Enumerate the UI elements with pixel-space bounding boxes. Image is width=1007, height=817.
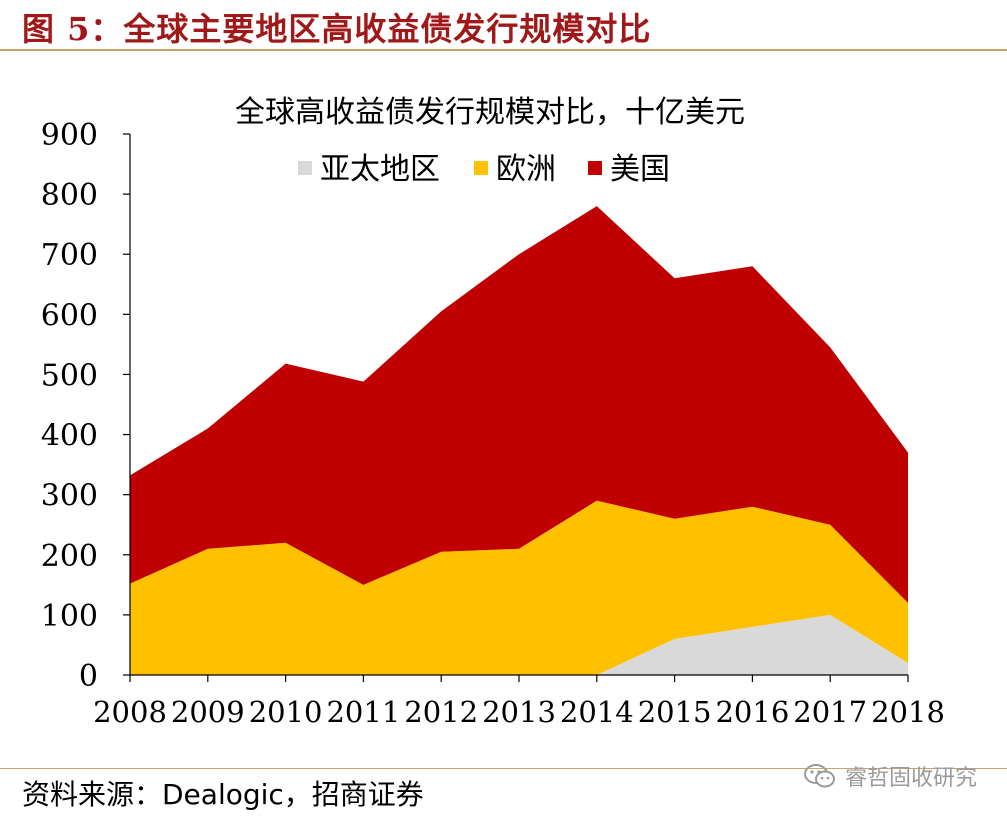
stacked-area-chart: 全球高收益债发行规模对比，十亿美元 0 100 200 300 400 500 600 700… — [41, 95, 945, 729]
legend-swatch-2 — [588, 161, 602, 175]
x-tick-label: 2015 — [638, 695, 712, 729]
source-note: 资料来源：Dealogic，招商证券 — [22, 778, 424, 811]
legend-label-2: 美国 — [610, 152, 670, 187]
x-tick-label: 2017 — [793, 695, 867, 729]
y-tick-label: 500 — [41, 358, 98, 393]
legend-swatch-0 — [298, 161, 312, 175]
y-tick-label: 200 — [41, 539, 98, 574]
y-tick-label: 400 — [41, 419, 98, 454]
watermark: 睿哲固收研究 — [803, 760, 977, 792]
y-tick-label: 300 — [41, 479, 98, 514]
x-tick-label: 2016 — [715, 695, 789, 729]
area-series-0 — [130, 614, 908, 675]
legend-label-0: 亚太地区 — [320, 152, 440, 187]
area-series-group — [130, 206, 908, 675]
x-tick-label: 2018 — [871, 695, 945, 729]
y-tick-label: 800 — [41, 178, 98, 213]
x-tick-label: 2013 — [482, 695, 556, 729]
chart-legend: 亚太地区 欧洲 美国 — [298, 152, 670, 187]
y-tick-label: 0 — [79, 659, 98, 694]
figure-title: 图 5：全球主要地区高收益债发行规模对比 — [22, 10, 652, 48]
source-divider — [0, 768, 1007, 769]
header-divider — [0, 49, 1007, 51]
y-tick-label: 100 — [41, 599, 98, 634]
watermark-text: 睿哲固收研究 — [844, 766, 977, 791]
area-series-1 — [130, 500, 908, 675]
x-tick-label: 2011 — [326, 695, 400, 729]
area-series-2 — [130, 206, 908, 603]
figure-header: 图 5：全球主要地区高收益债发行规模对比 — [0, 0, 1007, 52]
y-tick-label: 900 — [41, 118, 98, 153]
x-tick-label: 2009 — [171, 695, 245, 729]
x-tick-label: 2010 — [249, 695, 323, 729]
chart-title: 全球高收益债发行规模对比，十亿美元 — [235, 95, 745, 130]
wechat-icon — [803, 764, 835, 788]
axes-group: 0 100 200 300 400 500 600 700 800 900 2008 2009 2010… — [41, 118, 945, 729]
x-tick-label: 2008 — [93, 695, 167, 729]
y-tick-label: 700 — [41, 238, 98, 273]
legend-label-1: 欧洲 — [496, 152, 556, 187]
x-tick-label: 2012 — [404, 695, 478, 729]
legend-swatch-1 — [474, 161, 488, 175]
x-tick-label: 2014 — [560, 695, 634, 729]
y-tick-label: 600 — [41, 298, 98, 333]
